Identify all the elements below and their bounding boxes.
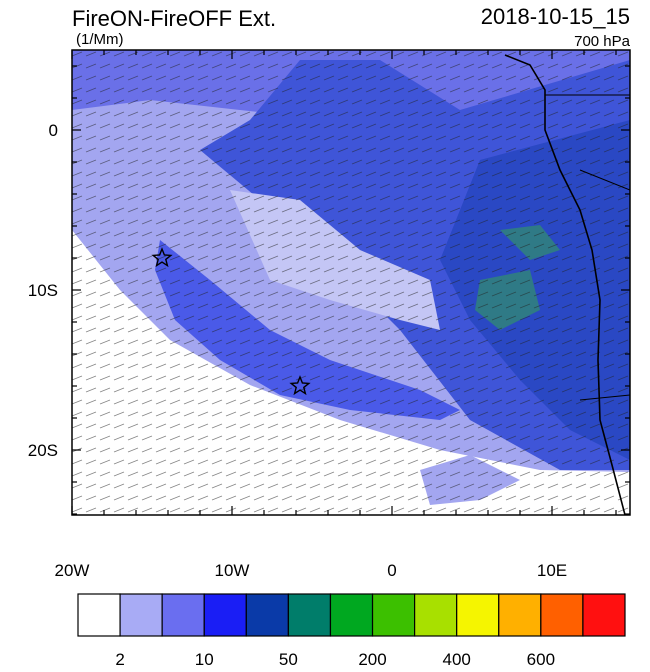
colorbar-label: 10 <box>195 650 214 667</box>
colorbar-box <box>582 593 626 637</box>
x-tick-label: 10W <box>215 561 250 580</box>
colorbar-label: 200 <box>358 650 386 667</box>
x-tick-label: 10E <box>537 561 567 580</box>
colorbar-box <box>456 593 500 637</box>
y-tick-label: 10S <box>28 281 58 300</box>
map-field <box>72 50 630 515</box>
colorbar-label: 400 <box>443 650 471 667</box>
units: (1/Mm) <box>76 31 124 48</box>
colorbar-box <box>329 593 374 637</box>
colorbar-label: 50 <box>279 650 298 667</box>
colorbar-box <box>498 593 542 637</box>
colorbar-box <box>161 593 205 637</box>
y-tick-label: 0 <box>49 121 58 140</box>
site-marker <box>151 247 173 268</box>
plot-frame <box>71 49 631 516</box>
colorbar: 2 10 50 200 400 600 <box>77 593 626 669</box>
level: 700 hPa <box>574 33 631 50</box>
x-tick-label: 20W <box>55 561 90 580</box>
colorbar-box <box>414 593 458 637</box>
borders <box>545 94 630 401</box>
x-tick-label: 0 <box>387 561 396 580</box>
coastline <box>504 54 626 515</box>
colorbar-label: 600 <box>527 650 555 667</box>
colorbar-box <box>77 593 121 637</box>
colorbar-box <box>119 593 163 637</box>
colorbar-box <box>371 593 416 637</box>
colorbar-label: 2 <box>115 650 124 667</box>
colorbar-box <box>203 593 247 637</box>
colorbar-box <box>540 593 584 637</box>
wind-barbs <box>72 50 630 515</box>
y-tick-label: 20S <box>28 441 58 460</box>
site-marker <box>289 375 311 396</box>
title: FireON-FireOFF Ext. <box>72 6 276 31</box>
colorbar-box <box>245 593 289 637</box>
ticks <box>71 50 630 515</box>
datetime: 2018-10-15_15 <box>481 4 630 29</box>
colorbar-box <box>287 593 332 637</box>
